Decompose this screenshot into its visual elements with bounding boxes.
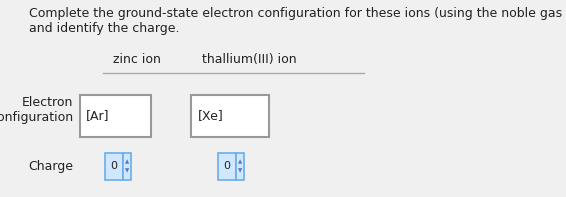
Text: [Ar]: [Ar]: [87, 110, 110, 123]
Text: 0: 0: [110, 162, 117, 171]
FancyBboxPatch shape: [235, 153, 244, 180]
Text: 0: 0: [223, 162, 230, 171]
Text: Complete the ground-state electron configuration for these ions (using the noble: Complete the ground-state electron confi…: [29, 7, 566, 35]
FancyBboxPatch shape: [218, 153, 235, 180]
Text: [Xe]: [Xe]: [198, 110, 224, 123]
Text: ▼: ▼: [238, 169, 242, 174]
Text: zinc ion: zinc ion: [113, 53, 160, 66]
Text: ▲: ▲: [238, 159, 242, 164]
FancyBboxPatch shape: [105, 153, 123, 180]
FancyBboxPatch shape: [80, 95, 151, 137]
Text: ▲: ▲: [125, 159, 129, 164]
FancyBboxPatch shape: [191, 95, 269, 137]
FancyBboxPatch shape: [123, 153, 131, 180]
Text: Charge: Charge: [28, 160, 73, 173]
Text: Electron
configuration: Electron configuration: [0, 96, 73, 124]
Text: ▼: ▼: [125, 169, 129, 174]
Text: thallium(III) ion: thallium(III) ion: [202, 53, 297, 66]
